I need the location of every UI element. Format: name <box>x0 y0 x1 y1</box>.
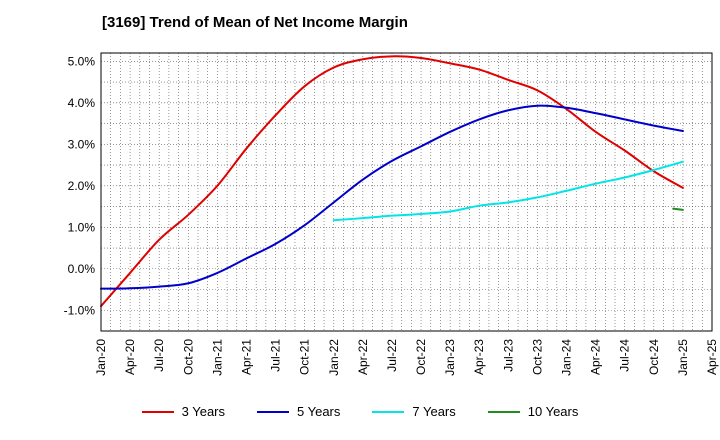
series-layer <box>100 55 684 308</box>
legend-item-10-years: 10 Years <box>487 404 579 419</box>
legend-item-5-years: 5 Years <box>257 404 340 419</box>
legend-item-3-years: 3 Years <box>141 404 225 419</box>
x-tick-label: Apr-21 <box>239 339 253 375</box>
series-line-10-years <box>672 207 684 211</box>
x-tick-label: Jul-22 <box>385 339 399 372</box>
series-line-7-years <box>332 160 684 222</box>
legend-label: 10 Years <box>527 404 579 419</box>
plot-frame <box>100 52 713 332</box>
legend-item-7-years: 7 Years <box>372 404 456 419</box>
x-tick-label: Jan-20 <box>94 339 108 376</box>
plot-background <box>101 53 712 331</box>
y-tick-label: -1.0% <box>64 303 96 317</box>
y-tick-label: 3.0% <box>68 137 96 151</box>
x-tick-label: Jul-23 <box>501 339 515 372</box>
x-tick-label: Apr-23 <box>472 339 486 375</box>
legend: 3 Years 5 Years 7 Years 10 Years <box>0 404 720 419</box>
legend-swatch <box>257 410 289 413</box>
chart-title: [3169] Trend of Mean of Net Income Margi… <box>102 14 408 31</box>
x-tick-label: Oct-20 <box>181 339 195 375</box>
x-tick-label: Apr-24 <box>589 339 603 375</box>
y-tick-label: 2.0% <box>68 179 96 193</box>
x-tick-label: Apr-20 <box>123 339 137 375</box>
x-tick-label: Oct-22 <box>414 339 428 375</box>
x-tick-label: Jul-24 <box>618 339 632 372</box>
x-tick-label: Oct-23 <box>530 339 544 375</box>
x-tick-label: Jul-20 <box>152 339 166 372</box>
legend-label: 5 Years <box>297 404 341 419</box>
y-tick-label: 0.0% <box>68 262 96 276</box>
y-tick-label: 4.0% <box>68 96 96 110</box>
x-axis-ticks: Jan-20 Apr-20 Jul-20 Oct-20 Jan-21 Apr-21 Jul-… <box>94 339 719 376</box>
legend-swatch <box>141 410 174 413</box>
legend-swatch <box>487 410 520 413</box>
x-tick-label: Apr-22 <box>356 339 370 375</box>
x-tick-label: Jul-21 <box>269 339 283 372</box>
y-axis-ticks: -1.0% 0.0% 1.0% 2.0% 3.0% 4.0% 5.0% <box>64 54 96 317</box>
x-tick-label: Jan-24 <box>560 339 574 376</box>
x-tick-label: Jan-22 <box>327 339 341 376</box>
x-tick-label: Jan-21 <box>210 339 224 376</box>
y-tick-label: 1.0% <box>68 220 96 234</box>
series-line-5-years <box>100 104 684 290</box>
x-tick-label: Apr-25 <box>705 339 719 375</box>
legend-label: 3 Years <box>181 404 225 419</box>
x-tick-label: Jan-25 <box>676 339 690 376</box>
y-tick-label: 5.0% <box>68 54 96 68</box>
legend-swatch <box>372 410 405 413</box>
x-tick-label: Oct-21 <box>298 339 312 375</box>
legend-label: 7 Years <box>412 404 456 419</box>
x-tick-label: Jan-23 <box>443 339 457 376</box>
series-line-3-years <box>100 55 684 308</box>
x-tick-label: Oct-24 <box>647 339 661 375</box>
